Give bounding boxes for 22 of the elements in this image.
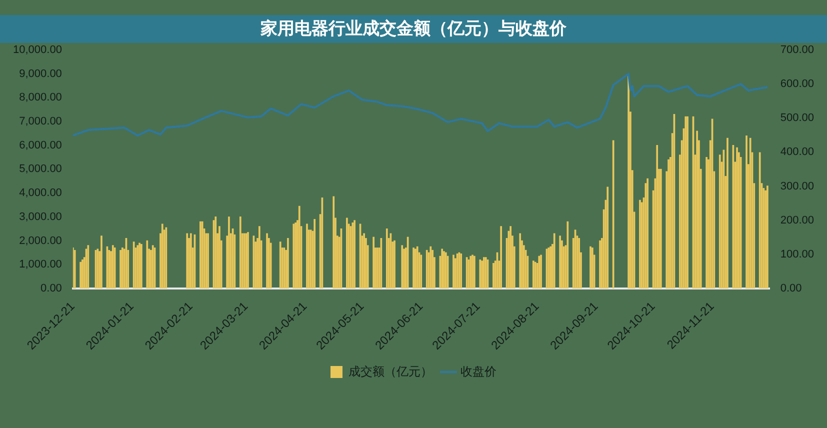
y-tick-label: 7,000.00 [19,116,62,128]
y2-tick-label: 100.00 [780,248,814,260]
y-tick-label: 3,000.00 [19,210,62,223]
y-tick-label: 9,000.00 [19,68,62,80]
legend-label: 成交额（亿元） [348,364,432,378]
y-tick-label: 6,000.00 [19,139,62,152]
y-tick-label: 2,000.00 [19,234,62,247]
y2-tick-label: 200.00 [780,214,814,226]
y-tick-label: 8,000.00 [19,92,62,104]
y2-tick-label: 0.00 [780,282,802,294]
y-tick-label: 4,000.00 [19,187,62,200]
legend-label: 收盘价 [460,364,496,378]
y2-tick-label: 300.00 [780,180,814,192]
y2-tick-label: 600.00 [780,78,814,90]
y2-tick-label: 500.00 [780,112,814,124]
y2-tick-label: 700.00 [780,44,814,56]
y-tick-label: 1,000.00 [19,258,62,271]
chart-title: 家用电器行业成交金额（亿元）与收盘价 [0,15,827,43]
y-tick-label: 10,000.00 [13,44,62,56]
y2-tick-label: 400.00 [780,146,814,158]
y-tick-label: 0.00 [40,282,62,294]
y-tick-label: 5,000.00 [19,163,62,176]
